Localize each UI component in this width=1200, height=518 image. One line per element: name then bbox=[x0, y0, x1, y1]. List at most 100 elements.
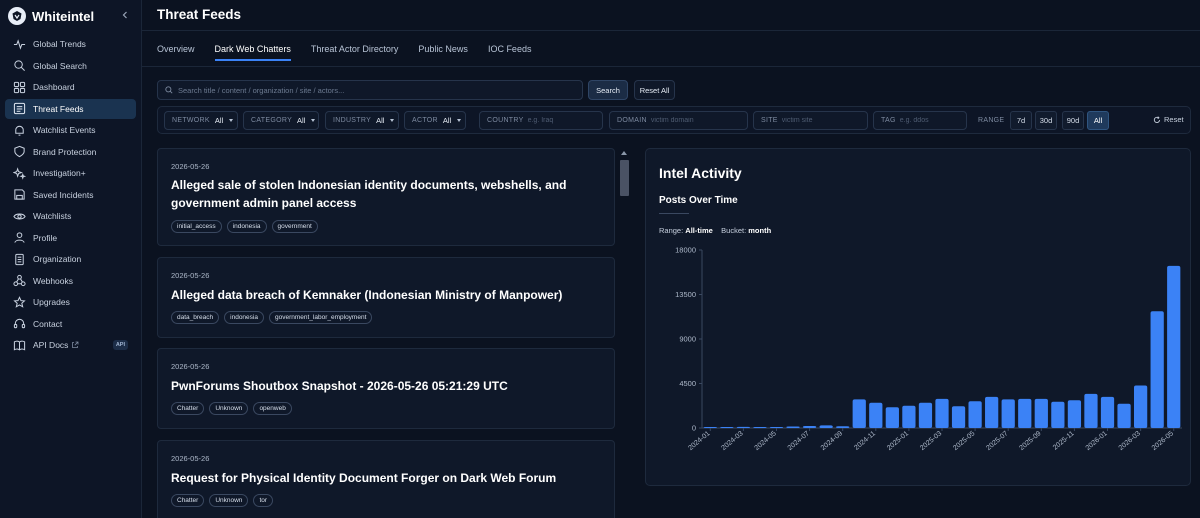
feed-scrollbar[interactable] bbox=[619, 150, 629, 518]
scroll-thumb[interactable] bbox=[620, 160, 629, 196]
feed-title[interactable]: Alleged data breach of Kemnaker (Indones… bbox=[171, 288, 563, 302]
tab-public-news[interactable]: Public News bbox=[418, 44, 468, 54]
feed-icon bbox=[12, 102, 26, 116]
grid-icon bbox=[12, 80, 26, 94]
tab-ioc-feeds[interactable]: IOC Feeds bbox=[487, 44, 532, 54]
feed-tags: initial_access indonesia government bbox=[171, 220, 323, 233]
tag-chip[interactable]: government_labor_employment bbox=[268, 311, 373, 324]
category-filter[interactable]: CATEGORY All bbox=[243, 111, 319, 130]
actor-filter[interactable]: ACTOR All bbox=[404, 111, 466, 130]
intel-title: Intel Activity bbox=[659, 165, 742, 181]
country-filter-label: COUNTRY bbox=[487, 117, 524, 124]
x-tick-label: 2025-09 bbox=[1018, 430, 1042, 452]
sidebar-item-api-docs[interactable]: API Docs API bbox=[5, 335, 136, 355]
category-filter-value: All bbox=[297, 116, 306, 125]
range-button-90d[interactable]: 90d bbox=[1062, 111, 1084, 130]
sidebar-item-webhooks[interactable]: Webhooks bbox=[5, 271, 136, 291]
sidebar-item-investigation[interactable]: Investigation+ bbox=[5, 163, 136, 183]
chart-title-underline bbox=[659, 213, 689, 214]
country-input[interactable] bbox=[527, 117, 618, 124]
x-tick-label: 2026-05 bbox=[1151, 430, 1175, 452]
book-icon bbox=[12, 338, 26, 352]
tab-threat-actor-directory[interactable]: Threat Actor Directory bbox=[310, 44, 399, 54]
site-input[interactable] bbox=[781, 117, 872, 124]
range-value: All-time bbox=[685, 226, 713, 235]
feed-card[interactable]: 2026-05-26 Alleged sale of stolen Indones… bbox=[157, 148, 615, 246]
star-icon bbox=[12, 295, 26, 309]
sidebar-item-brand-protection[interactable]: Brand Protection bbox=[5, 142, 136, 162]
range-button-30d[interactable]: 30d bbox=[1035, 111, 1057, 130]
x-tick-label: 2025-03 bbox=[919, 430, 943, 452]
bar bbox=[1034, 398, 1048, 428]
search-button[interactable]: Search bbox=[588, 80, 628, 100]
tab-overview[interactable]: Overview bbox=[157, 44, 195, 54]
tag-chip[interactable]: Chatter bbox=[171, 402, 205, 415]
network-filter-value: All bbox=[214, 116, 224, 125]
sidebar-item-global-search[interactable]: Global Search bbox=[5, 56, 136, 76]
bar bbox=[720, 427, 734, 428]
feed-card[interactable]: 2026-05-26 Alleged data breach of Kemnake… bbox=[157, 257, 615, 338]
network-filter[interactable]: NETWORK All bbox=[164, 111, 238, 130]
tag-chip[interactable]: indonesia bbox=[224, 311, 264, 324]
sidebar-item-contact[interactable]: Contact bbox=[5, 314, 136, 334]
industry-filter[interactable]: INDUSTRY All bbox=[325, 111, 399, 130]
sidebar-item-label: Investigation+ bbox=[33, 168, 86, 178]
feed-card[interactable]: 2026-05-26 Request for Physical Identity … bbox=[157, 440, 615, 518]
reset-button[interactable]: Reset bbox=[1153, 115, 1184, 124]
brand[interactable]: Whiteintel bbox=[8, 6, 94, 26]
range-button-all[interactable]: All bbox=[1087, 111, 1109, 130]
feed-date: 2026-05-26 bbox=[171, 271, 210, 280]
sidebar-item-profile[interactable]: Profile bbox=[5, 228, 136, 248]
search-input[interactable] bbox=[178, 85, 568, 95]
x-tick-label: 2026-03 bbox=[1118, 430, 1142, 452]
sidebar-item-label: Watchlist Events bbox=[33, 125, 96, 135]
sidebar-item-upgrades[interactable]: Upgrades bbox=[5, 292, 136, 312]
sidebar-item-label: Saved Incidents bbox=[33, 189, 94, 200]
sidebar-item-saved-incidents[interactable]: Saved Incidents bbox=[5, 185, 136, 205]
domain-input[interactable] bbox=[650, 117, 741, 124]
search-icon bbox=[12, 59, 26, 73]
bar bbox=[852, 399, 866, 428]
tag-chip[interactable]: data_breach bbox=[171, 311, 220, 324]
sidebar: Whiteintel Global Trends Global Search Das… bbox=[0, 0, 142, 518]
feed-card[interactable]: 2026-05-26 PwnForums Shoutbox Snapshot - … bbox=[157, 348, 615, 429]
bar bbox=[802, 426, 817, 428]
x-tick-label: 2025-05 bbox=[952, 430, 976, 452]
filter-bar: NETWORK All CATEGORY All INDUSTRY All AC… bbox=[157, 106, 1191, 134]
sidebar-item-dashboard[interactable]: Dashboard bbox=[5, 77, 136, 97]
posts-over-time-chart: 0 4500 9000 13500 18000 2024-01 2024-03 2024-05… bbox=[675, 246, 1182, 452]
tag-chip[interactable]: openweb bbox=[253, 402, 292, 415]
save-icon bbox=[12, 188, 26, 202]
tab-dark-web-chatters[interactable]: Dark Web Chatters bbox=[214, 38, 292, 62]
tag-chip[interactable]: government bbox=[271, 220, 318, 233]
country-filter: COUNTRY bbox=[479, 111, 618, 130]
sidebar-item-watchlist-events[interactable]: Watchlist Events bbox=[5, 120, 136, 140]
header-divider bbox=[142, 30, 1200, 31]
sidebar-item-threat-feeds[interactable]: Threat Feeds bbox=[5, 98, 136, 119]
sidebar-item-label: Contact bbox=[33, 318, 63, 329]
range-button-7d[interactable]: 7d bbox=[1010, 111, 1032, 130]
tag-chip[interactable]: Unknown bbox=[209, 402, 249, 415]
x-tick-label: 2024-07 bbox=[787, 430, 811, 452]
tag-chip[interactable]: Unknown bbox=[209, 494, 249, 507]
collapse-sidebar-icon[interactable] bbox=[119, 8, 131, 22]
sidebar-item-organization[interactable]: Organization bbox=[5, 249, 136, 269]
eye-icon bbox=[12, 209, 26, 223]
bar bbox=[951, 406, 966, 428]
sidebar-item-watchlists[interactable]: Watchlists bbox=[5, 206, 136, 226]
y-tick-label: 0 bbox=[692, 424, 696, 433]
feed-title[interactable]: Alleged sale of stolen Indonesian identi… bbox=[171, 178, 567, 210]
bar bbox=[836, 426, 850, 428]
tag-chip[interactable]: initial_access bbox=[171, 220, 222, 233]
reset-all-button[interactable]: Reset All bbox=[634, 80, 675, 100]
sidebar-item-global-trends[interactable]: Global Trends bbox=[5, 34, 136, 54]
tag-input[interactable] bbox=[899, 117, 960, 124]
api-badge: API bbox=[112, 340, 128, 350]
scroll-up-arrow[interactable] bbox=[621, 151, 627, 155]
feed-title[interactable]: PwnForums Shoutbox Snapshot - 2026-05-26… bbox=[171, 379, 508, 393]
feed-title[interactable]: Request for Physical Identity Document F… bbox=[171, 471, 557, 485]
tag-chip[interactable]: tor bbox=[253, 494, 274, 507]
tag-chip[interactable]: indonesia bbox=[226, 220, 267, 233]
bar bbox=[985, 396, 999, 428]
tag-chip[interactable]: Chatter bbox=[171, 494, 205, 507]
